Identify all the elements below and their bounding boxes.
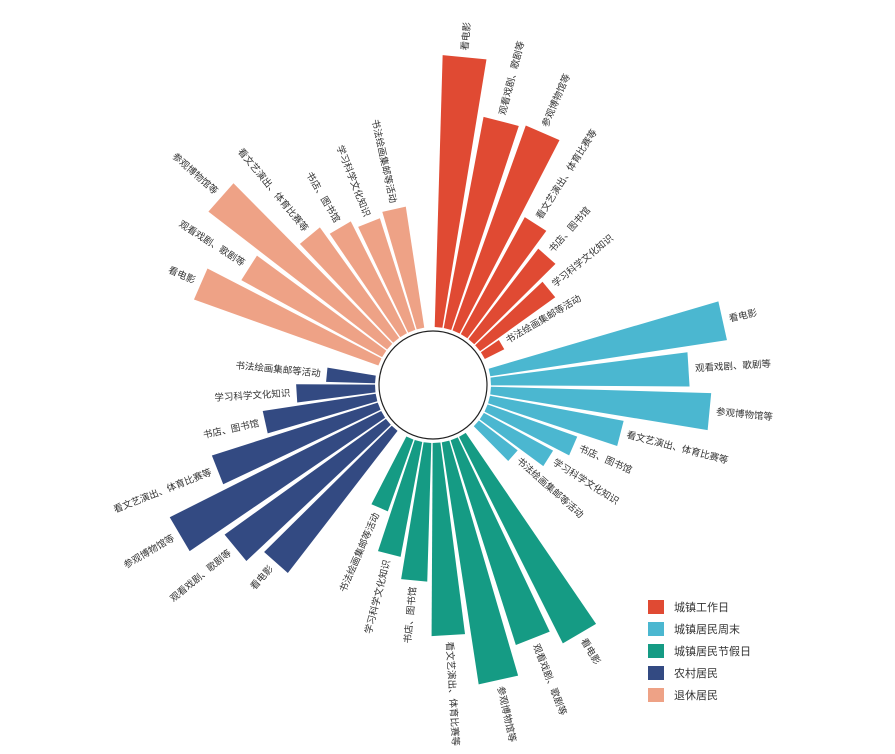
bar — [299, 227, 400, 343]
bar — [358, 218, 416, 333]
bar — [490, 352, 690, 387]
bar — [208, 183, 393, 350]
bar-label: 看电影 — [248, 563, 276, 593]
bar — [475, 281, 556, 352]
bar-label: 参观博物馆等 — [170, 150, 221, 197]
bar — [443, 116, 519, 330]
legend-label: 城镇工作日 — [674, 601, 729, 614]
legend-item: 城镇居民节假日 — [648, 640, 751, 662]
legend-swatch — [648, 644, 664, 658]
bar-label: 书店、图书馆 — [577, 443, 634, 477]
legend: 城镇工作日 城镇居民周末 城镇居民节假日 农村居民 退休居民 — [648, 596, 751, 706]
bar-label: 书法绘画集邮等活动 — [369, 118, 399, 204]
bar-label: 观看戏剧、歌剧等 — [497, 39, 528, 116]
legend-label: 农村居民 — [674, 667, 718, 680]
bar — [450, 437, 550, 645]
bar-label: 参观博物馆等 — [539, 71, 573, 129]
bar-label: 参观博物馆等 — [494, 685, 518, 744]
legend-label: 城镇居民周末 — [674, 623, 740, 636]
bar — [326, 367, 376, 384]
bar — [468, 248, 556, 345]
bar — [459, 432, 597, 644]
bar-label: 参观博物馆等 — [715, 406, 773, 423]
bar — [434, 55, 487, 328]
bar-label: 学习科学文化知识 — [362, 559, 393, 636]
legend-swatch — [648, 688, 664, 702]
bar-label: 观看戏剧、歌剧等 — [168, 547, 235, 605]
bar — [452, 125, 560, 334]
bar — [441, 440, 519, 685]
bar — [224, 418, 391, 562]
bar-label: 看电影 — [166, 264, 197, 287]
bar — [377, 440, 423, 557]
bar-label: 书法绘画集邮等活动 — [337, 511, 382, 594]
bar-label: 看电影 — [728, 307, 759, 325]
legend-item: 城镇工作日 — [648, 596, 751, 618]
legend-item: 农村居民 — [648, 662, 751, 684]
bar — [382, 206, 425, 330]
bar — [490, 386, 712, 431]
bar — [479, 412, 554, 467]
bar-label: 看文艺演出、体育比赛等 — [625, 429, 730, 467]
bar — [488, 395, 624, 446]
bar — [329, 221, 407, 338]
bar-label: 参观博物馆等 — [122, 532, 178, 572]
bar-label: 观看戏剧、歌剧等 — [695, 358, 772, 375]
legend-swatch — [648, 600, 664, 614]
bar — [262, 393, 378, 434]
bar — [241, 255, 387, 358]
bar-label: 学习科学文化知识 — [214, 387, 291, 404]
bar-label: 学习科学文化知识 — [334, 144, 373, 219]
bar-label: 看电影 — [459, 21, 474, 51]
bar — [211, 402, 381, 485]
bar — [460, 217, 547, 339]
legend-label: 城镇居民节假日 — [674, 645, 751, 658]
legend-label: 退休居民 — [674, 689, 718, 702]
bar — [169, 411, 386, 552]
bar — [480, 340, 505, 359]
bar-label: 书店、图书馆 — [546, 204, 593, 255]
bar-label: 看文艺演出、体育比赛等 — [443, 641, 461, 747]
bar — [488, 301, 727, 377]
bar-label: 看电影 — [578, 636, 603, 667]
legend-swatch — [648, 622, 664, 636]
bar-label: 书店、图书馆 — [202, 417, 260, 441]
legend-item: 城镇居民周末 — [648, 618, 751, 640]
bar-label: 书法绘画集邮等活动 — [514, 455, 586, 521]
bar — [473, 420, 518, 462]
bar-label: 书店、图书馆 — [402, 586, 419, 644]
bar — [371, 436, 414, 512]
bar-label: 书法绘画集邮等活动 — [235, 360, 321, 380]
bar-label: 书店、图书馆 — [303, 170, 342, 225]
center-ring — [378, 330, 488, 440]
bar — [484, 404, 578, 456]
legend-item: 退休居民 — [648, 684, 751, 706]
bar — [264, 425, 398, 573]
bar — [431, 442, 466, 637]
bar — [401, 442, 432, 582]
bar-label: 观看戏剧、歌剧等 — [530, 642, 569, 718]
bar — [193, 268, 382, 366]
bar — [296, 384, 376, 403]
legend-swatch — [648, 666, 664, 680]
